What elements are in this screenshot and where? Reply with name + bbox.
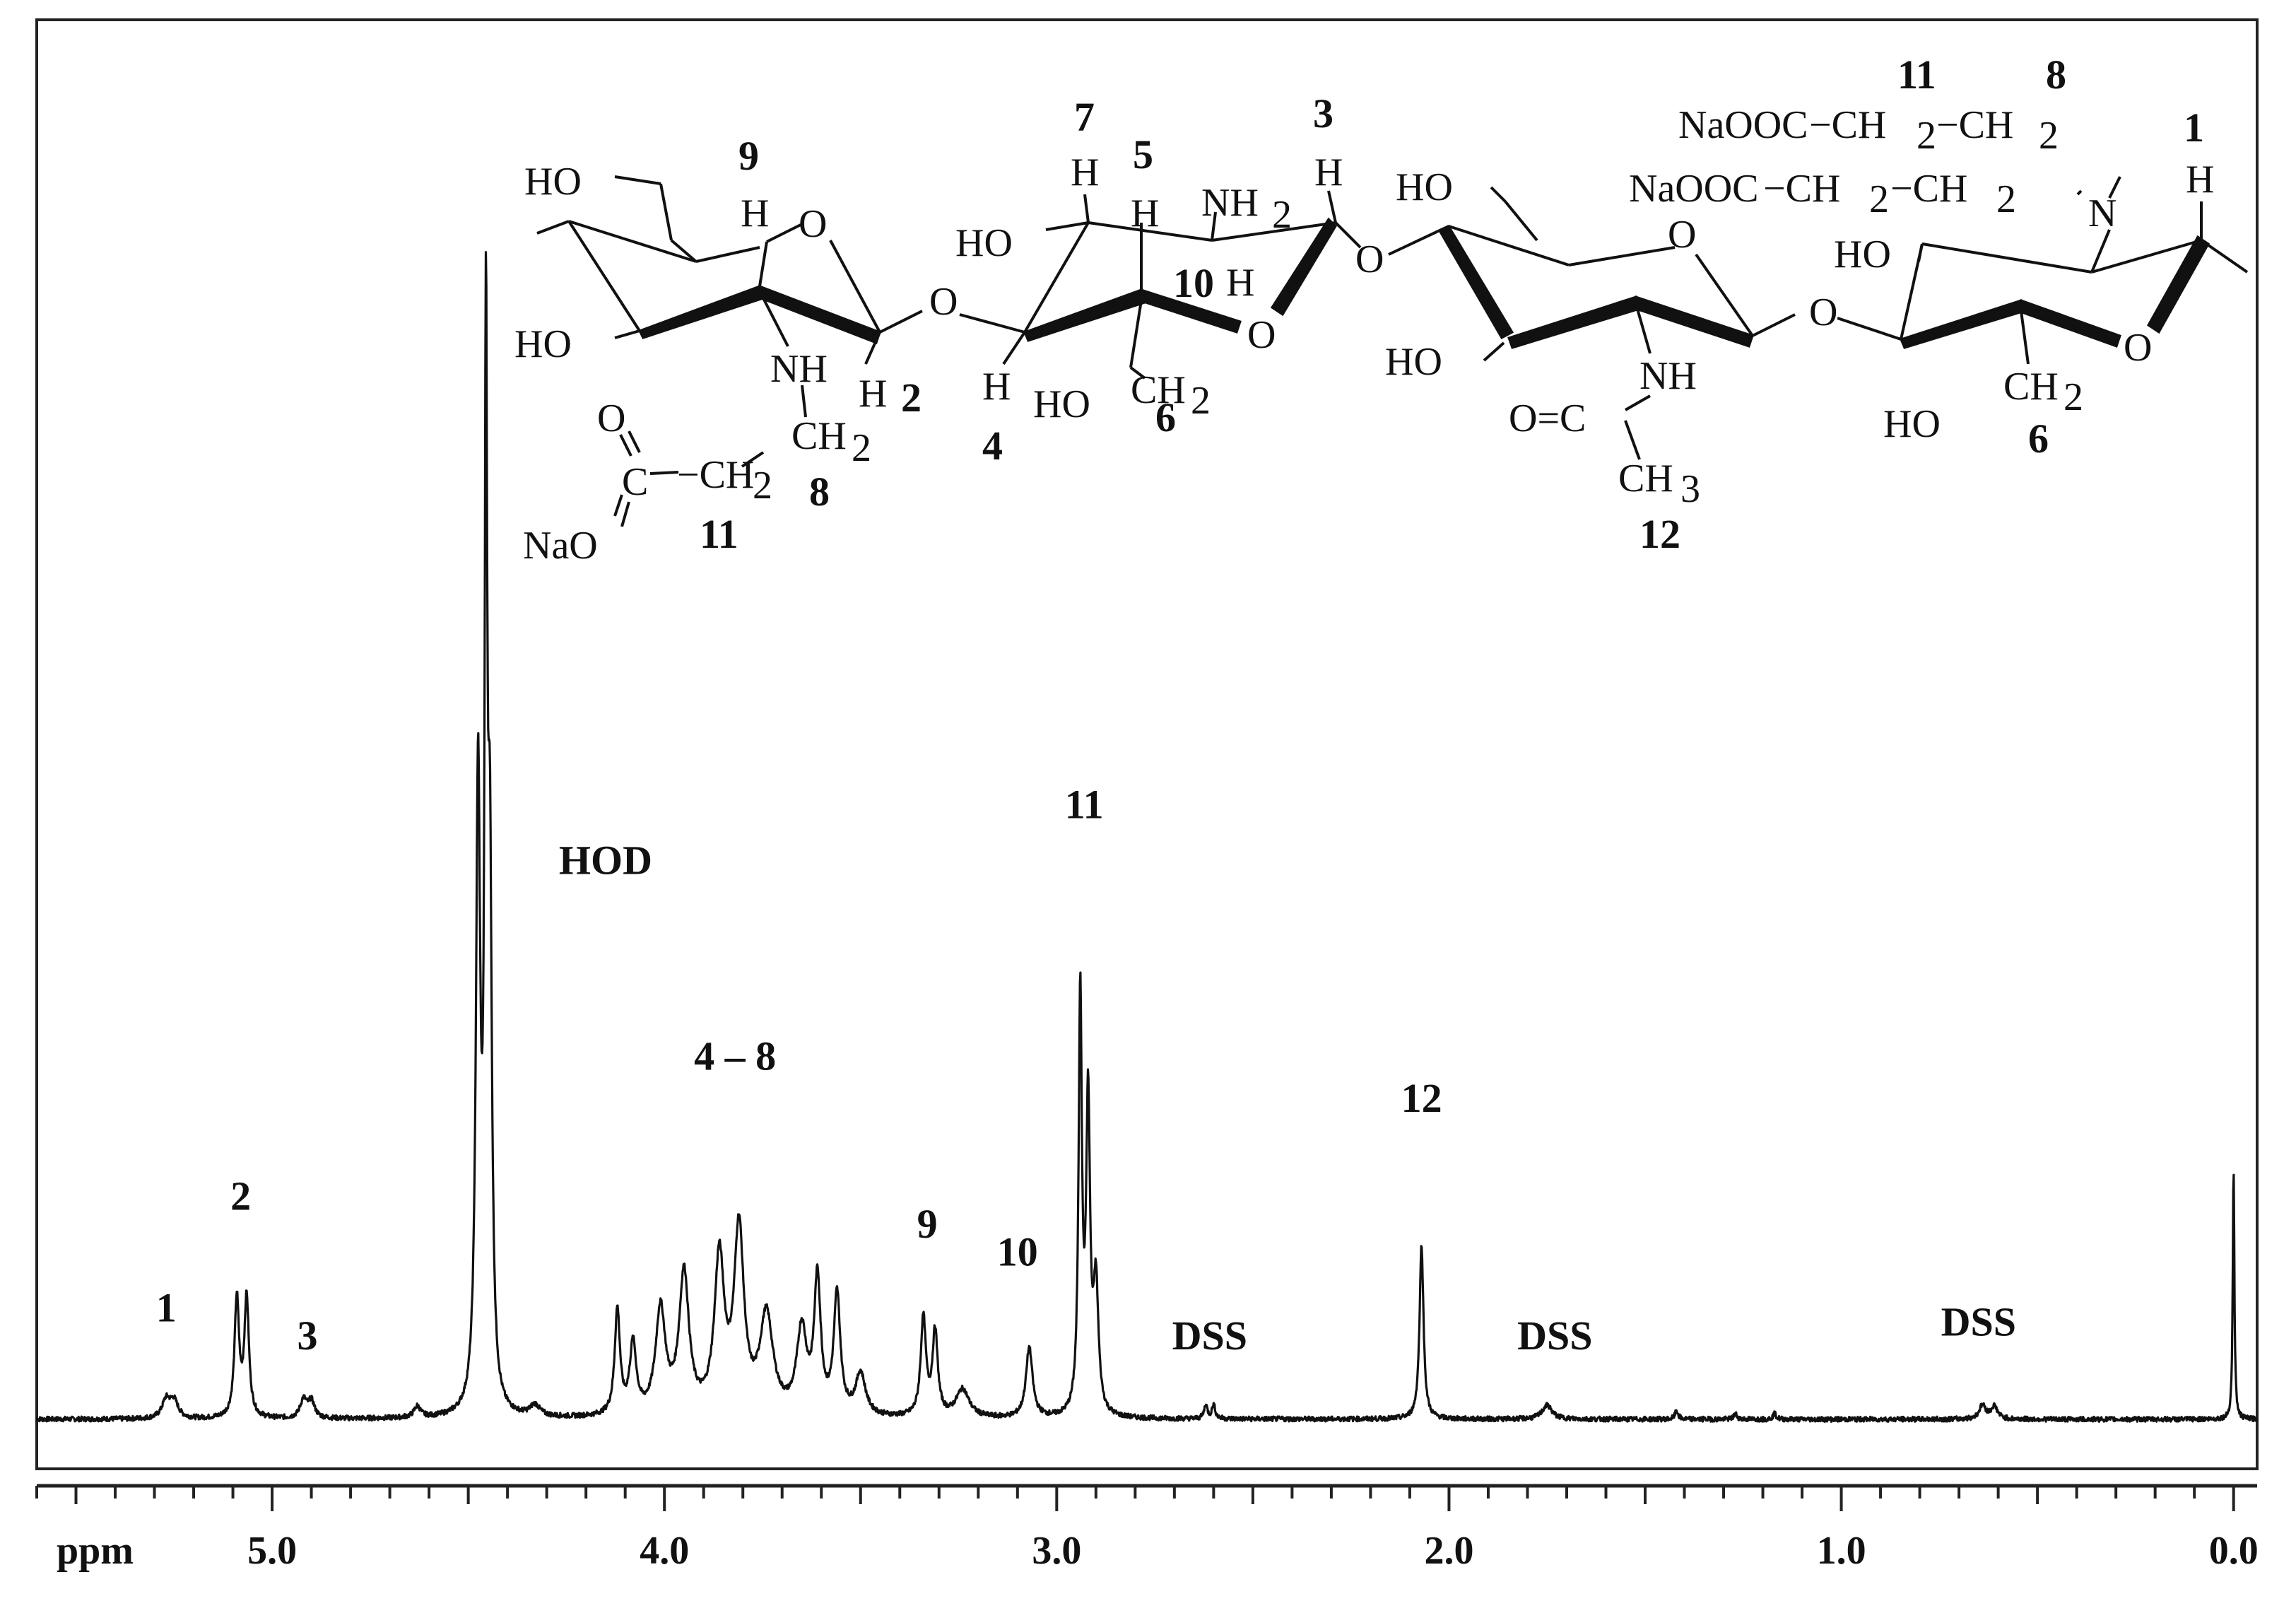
- naooc-label: NaOOC: [1629, 167, 1759, 211]
- glycosidic-o-label: O: [929, 280, 958, 324]
- atom-label-4: 4: [982, 423, 1003, 469]
- x-axis-ticks: [35, 1486, 2235, 1511]
- atom-label-12: 12: [1639, 511, 1680, 557]
- sub2-label: 2: [2039, 114, 2059, 158]
- ring-d: HO N H O HO CH 2 NaOOC −CH 2 −CH 2 NaOOC…: [1629, 52, 2249, 462]
- ring-b: HO H H NH 2 H H O H HO CH 2 7 5 3 10 4 6: [955, 90, 1343, 469]
- peak-label: DSS: [1172, 1313, 1247, 1359]
- o-label: O: [597, 397, 625, 440]
- x-tick-label: 2.0: [1424, 1529, 1473, 1573]
- ring-a: HO HO H O NH H O C −CH 2 CH 2 NaO 9 2 8 …: [514, 133, 922, 568]
- glycosidic-o-label: O: [1809, 291, 1837, 334]
- sub2-label: 2: [1272, 193, 1292, 237]
- nh-label: NH: [1639, 354, 1697, 398]
- ch2-label: −CH: [1936, 103, 2013, 147]
- x-tick-labels: 5.0 4.0 3.0 2.0 1.0 0.0: [247, 1529, 2259, 1573]
- sub2-label: 2: [1191, 379, 1211, 423]
- peak-label: 12: [1401, 1075, 1442, 1121]
- spectrum-line: [36, 251, 2259, 1423]
- ring-o-label: O: [1247, 313, 1276, 357]
- x-axis-label: ppm: [57, 1529, 134, 1573]
- ho-label: HO: [1834, 233, 1891, 276]
- sub3-label: 3: [1680, 467, 1700, 511]
- ch2-label: CH: [791, 414, 847, 458]
- acetyl-carbonyl-label: O=C: [1509, 397, 1586, 440]
- nh2-label: NH: [1201, 181, 1259, 225]
- peak-label: 3: [298, 1313, 318, 1359]
- ring-c: HO O HO NH O=C CH 3 12: [1385, 165, 1754, 557]
- nao-label: NaO: [523, 524, 598, 568]
- atom-label-2: 2: [901, 375, 922, 421]
- ho-label: HO: [1385, 340, 1442, 384]
- peak-label: 9: [917, 1201, 938, 1247]
- ch2-label: −CH: [1890, 167, 1967, 211]
- atom-label-7: 7: [1074, 94, 1095, 140]
- atom-label-1: 1: [2184, 105, 2204, 151]
- sub2-label: 2: [753, 464, 772, 508]
- ch3-label: CH: [1618, 457, 1673, 500]
- atom-label-6: 6: [1155, 394, 1176, 440]
- h-label: H: [859, 372, 887, 416]
- h-label: H: [1131, 192, 1159, 235]
- chemical-structure: HO HO H O NH H O C −CH 2 CH 2 NaO 9 2 8 …: [514, 52, 2249, 568]
- atom-label-6: 6: [2028, 416, 2049, 462]
- sub2-label: 2: [1869, 177, 1889, 221]
- atom-label-10: 10: [1173, 260, 1214, 306]
- x-tick-label: 3.0: [1032, 1529, 1081, 1573]
- ring-o-label: O: [2124, 326, 2152, 370]
- atom-label-5: 5: [1133, 131, 1153, 177]
- h-label: H: [1314, 151, 1343, 194]
- atom-label-8: 8: [2046, 52, 2066, 98]
- atom-label-11: 11: [1897, 52, 1936, 98]
- atom-label-11: 11: [700, 511, 738, 557]
- atom-label-8: 8: [809, 469, 830, 515]
- c-label: C: [622, 460, 648, 504]
- atom-label-3: 3: [1313, 90, 1334, 136]
- ring-o-label: O: [1668, 213, 1696, 257]
- h-label: H: [1226, 261, 1254, 305]
- nh-label: NH: [770, 347, 828, 391]
- x-tick-label: 1.0: [1817, 1529, 1866, 1573]
- h-label: H: [2186, 158, 2214, 201]
- n-label: N: [2088, 192, 2117, 235]
- peak-label: 10: [997, 1228, 1038, 1274]
- ring-o-label: O: [799, 202, 827, 246]
- ho-label: HO: [955, 221, 1013, 265]
- peak-label: 11: [1065, 781, 1104, 827]
- naooc-label: NaOOC: [1678, 103, 1808, 147]
- h-label: H: [1071, 151, 1099, 194]
- peak-label: DSS: [1517, 1313, 1592, 1359]
- peak-label: 1: [156, 1285, 177, 1331]
- ch2-label: −CH: [1763, 167, 1840, 211]
- ch2-label: CH: [2003, 365, 2059, 409]
- x-tick-label: 5.0: [247, 1529, 297, 1573]
- peak-label: 4 – 8: [694, 1033, 776, 1079]
- peak-label: HOD: [559, 838, 652, 884]
- x-tick-label: 0.0: [2209, 1529, 2259, 1573]
- peak-label: 2: [230, 1173, 251, 1219]
- ch2-label: −CH: [677, 453, 754, 497]
- ho-label: HO: [514, 322, 572, 366]
- ho-label: HO: [1396, 165, 1453, 209]
- h-label: H: [741, 192, 769, 235]
- peak-annotations: 1 2 3 HOD 4 – 8 9 10 11 DSS 12 DSS DSS: [156, 781, 2016, 1359]
- x-tick-label: 4.0: [640, 1529, 689, 1573]
- atom-label-9: 9: [738, 133, 759, 179]
- sub2-label: 2: [1996, 177, 2016, 221]
- h-label: H: [982, 365, 1011, 409]
- ho-label: HO: [1033, 382, 1090, 426]
- ho-label: HO: [524, 160, 582, 204]
- ch2-label: CH: [1131, 368, 1186, 412]
- plot-frame: [35, 18, 2259, 1470]
- sub2-label: 2: [852, 426, 871, 470]
- sub2-label: 2: [2064, 375, 2083, 419]
- glycosidic-o-label: O: [1355, 237, 1384, 281]
- ho-label: HO: [1883, 402, 1941, 446]
- sub2-label: 2: [1917, 114, 1936, 158]
- peak-label: DSS: [1941, 1298, 2016, 1344]
- ch2-label: −CH: [1809, 103, 1886, 147]
